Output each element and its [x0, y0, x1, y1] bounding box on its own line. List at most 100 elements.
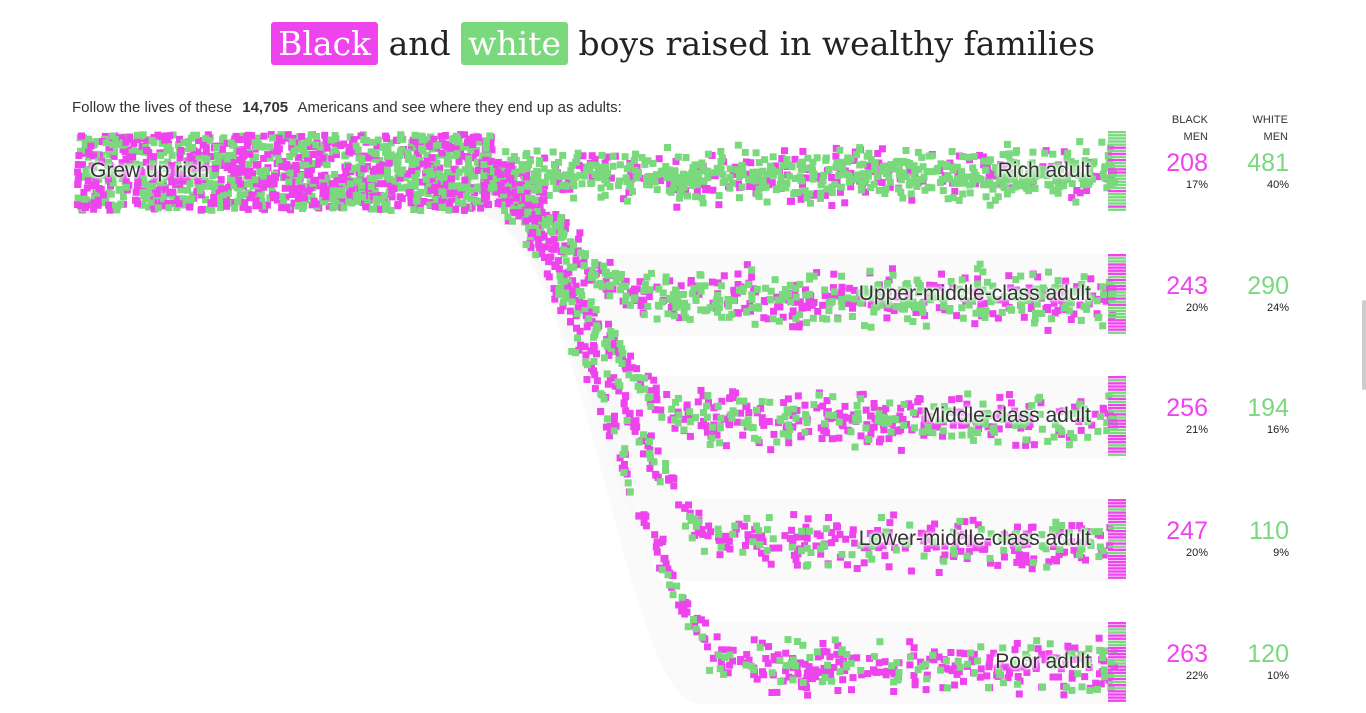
- column-header-black-line2: MEN: [1183, 131, 1208, 143]
- outcome-dot-black: [670, 482, 678, 490]
- outcome-dot-black: [803, 684, 810, 692]
- outcome-dot-white: [1033, 165, 1041, 173]
- outcome-dot-white: [765, 514, 773, 522]
- outcome-dot-black: [573, 324, 580, 332]
- outcome-dot-black: [780, 399, 788, 407]
- outcome-dot-black: [954, 168, 962, 176]
- outcome-dot-black: [742, 542, 749, 549]
- end-bar-stripe: [1108, 536, 1126, 539]
- outcome-dot-white: [641, 160, 649, 168]
- source-dot-white: [113, 206, 121, 214]
- source-dot-black: [229, 159, 237, 167]
- outcome-dot-white: [755, 174, 763, 182]
- outcome-dot-white: [674, 419, 682, 427]
- outcome-dot-black: [541, 243, 549, 251]
- outcome-dot-white: [480, 172, 488, 180]
- source-dot-white: [299, 205, 306, 213]
- end-bar-stripe: [1108, 649, 1126, 653]
- end-bar-stripe: [1108, 319, 1126, 322]
- source-dot-white: [464, 170, 472, 178]
- outcome-dot-black: [778, 155, 786, 163]
- scrollbar[interactable]: [1362, 300, 1366, 390]
- end-bar-stripe: [1108, 520, 1126, 524]
- outcome-dot-white: [984, 409, 991, 417]
- outcome-dot-white: [813, 648, 821, 656]
- outcome-dot-white: [838, 646, 846, 654]
- source-dot-black: [161, 136, 169, 144]
- outcome-dot-white: [763, 198, 771, 206]
- source-dot-black: [431, 203, 439, 211]
- source-dot-white: [459, 143, 467, 151]
- outcome-dot-white: [668, 405, 676, 413]
- outcome-dot-white: [824, 661, 832, 669]
- outcome-dot-black: [645, 293, 653, 301]
- outcome-dot-black: [1006, 284, 1014, 292]
- outcome-dot-white: [1062, 683, 1070, 691]
- outcome-dot-white: [868, 294, 876, 302]
- source-dot-black: [122, 138, 130, 146]
- source-dot-white: [213, 143, 220, 151]
- outcome-dot-black: [867, 412, 874, 420]
- outcome-dot-black: [763, 177, 771, 185]
- outcome-dot-white: [1074, 670, 1082, 677]
- outcome-dot-black: [849, 531, 857, 539]
- outcome-dot-white: [1004, 167, 1012, 175]
- outcome-dot-white: [1031, 184, 1039, 192]
- outcome-dot-black: [966, 534, 974, 542]
- source-dot-black: [310, 176, 318, 184]
- outcome-dot-white: [981, 420, 989, 428]
- outcome-dot-white: [932, 293, 940, 301]
- outcome-dot-white: [763, 547, 771, 554]
- outcome-dot-black: [686, 432, 694, 440]
- outcome-dot-white: [1018, 306, 1026, 314]
- end-bar-stripe: [1108, 622, 1126, 625]
- outcome-dot-white: [557, 173, 565, 181]
- outcome-dot-black: [956, 649, 964, 657]
- source-dot-black: [298, 133, 306, 140]
- outcome-dot-black: [704, 532, 712, 540]
- outcome-dot-black: [924, 292, 932, 300]
- source-dot-white: [290, 147, 298, 155]
- end-bar-stripe: [1108, 576, 1126, 579]
- outcome-dot-white: [970, 153, 978, 161]
- source-dot-black: [442, 141, 450, 149]
- source-dot-white: [181, 195, 189, 203]
- outcome-dot-white: [669, 291, 677, 298]
- source-dot-black: [94, 196, 102, 204]
- outcome-dot-white: [1043, 172, 1051, 180]
- outcome-dot-black: [753, 675, 761, 683]
- source-dot-black: [436, 164, 444, 172]
- source-dot-white: [346, 133, 354, 141]
- source-dot-white: [464, 161, 472, 169]
- outcome-dot-white: [893, 157, 901, 165]
- end-bar-stripe: [1108, 199, 1126, 202]
- outcome-dot-black: [555, 178, 563, 186]
- source-dot-black: [288, 191, 296, 198]
- outcome-dot-white: [623, 165, 631, 173]
- intro-before: Follow the lives of these: [72, 99, 233, 116]
- source-dot-black: [270, 180, 278, 188]
- outcome-dot-white: [923, 427, 931, 435]
- source-dot-white: [379, 143, 387, 151]
- outcome-dot-white: [900, 298, 907, 306]
- source-dot-white: [266, 143, 274, 151]
- outcome-dot-black: [957, 417, 965, 425]
- outcome-dot-white: [578, 180, 586, 188]
- outcome-dot-white: [755, 303, 763, 311]
- source-dot-black: [199, 141, 207, 149]
- outcome-dot-black: [904, 290, 912, 298]
- outcome-dot-white: [821, 542, 828, 550]
- outcome-dot-white: [781, 286, 789, 293]
- outcome-dot-white: [726, 165, 734, 173]
- outcome-dot-black: [652, 470, 660, 478]
- outcome-dot-white: [543, 173, 551, 181]
- end-bar-stripe: [1108, 205, 1126, 208]
- outcome-dot-black: [1068, 194, 1076, 202]
- outcome-dot-black: [802, 302, 810, 310]
- outcome-dot-white: [662, 273, 670, 281]
- outcome-dot-white: [517, 186, 524, 194]
- outcome-dot-white: [1013, 529, 1020, 537]
- outcome-dot-white: [958, 276, 966, 284]
- outcome-dot-white: [1029, 559, 1037, 567]
- outcome-dot-black: [1041, 656, 1049, 664]
